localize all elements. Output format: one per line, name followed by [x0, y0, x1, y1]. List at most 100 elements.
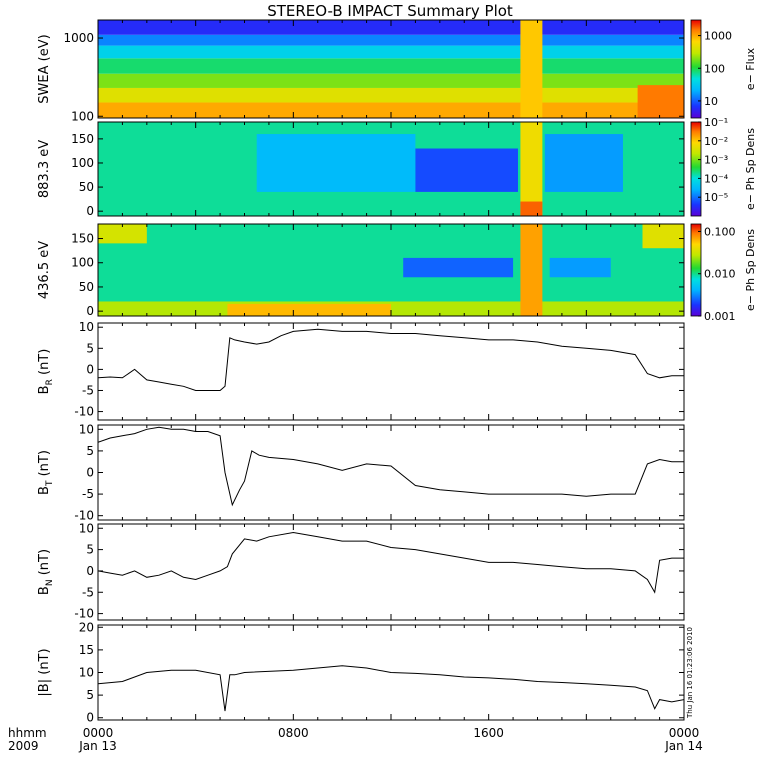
- panel-4: BR (nT) -10 -5 0 5 10: [37, 320, 685, 421]
- y-tick-label: -5: [82, 585, 94, 599]
- spectrogram-feature: [520, 201, 543, 216]
- spectrogram-feature: [642, 224, 684, 249]
- spectrogram-feature: [403, 257, 514, 278]
- colorbar-tick-label: 10: [704, 95, 718, 108]
- y-tick-label: 15: [79, 643, 94, 657]
- y-tick-label: 100: [71, 156, 94, 170]
- date-tick-label: Jan 13: [78, 739, 117, 753]
- y-tick-label: 0: [86, 711, 94, 725]
- panel-3: 0.001 0.010 0.100 e− Ph Sp Dens 436.5 eV 0 50 1…: [37, 223, 757, 323]
- colorbar-tick-label: 0.010: [704, 268, 736, 281]
- time-tick-label: 0000: [669, 726, 700, 740]
- spectrogram-feature: [227, 303, 391, 316]
- spectrogram-band: [98, 73, 684, 88]
- colorbar-label: e− Flux: [744, 47, 757, 90]
- y-tick-label: 5: [86, 543, 94, 557]
- y-axis-label: BR (nT): [37, 349, 55, 395]
- panel-7: |B| (nT) 0 5 10 15 20: [37, 620, 685, 725]
- time-axis-label-bottom: 2009: [8, 739, 39, 753]
- time-tick-label: 0000: [83, 726, 114, 740]
- spectrogram-feature: [637, 85, 684, 118]
- plot-title: STEREO-B IMPACT Summary Plot: [267, 2, 513, 20]
- y-tick-label: 1000: [63, 31, 94, 45]
- y-tick-label: 10: [79, 422, 94, 436]
- panel-frame: [97, 424, 685, 521]
- spectrogram-feature: [544, 134, 623, 192]
- y-axis-label: BT (nT): [37, 450, 55, 495]
- series-line: [98, 665, 684, 712]
- y-tick-label: 10: [79, 666, 94, 680]
- panel-1: 10 100 1000 e− Flux SWEA (eV) 100 1000: [37, 19, 757, 123]
- y-axis-label: |B| (nT): [37, 648, 52, 696]
- y-tick-label: 0: [86, 204, 94, 218]
- spectrogram-band: [98, 58, 684, 74]
- y-tick-label: 0: [86, 304, 94, 318]
- panel-5: BT (nT) -10 -5 0 5 10: [37, 422, 685, 523]
- spectrogram-feature: [256, 134, 416, 192]
- y-axis-label: SWEA (eV): [37, 34, 52, 103]
- y-tick-label: 0: [86, 564, 94, 578]
- time-tick-label: 1600: [473, 726, 504, 740]
- spectrogram-band: [98, 87, 684, 103]
- panel-frame: [97, 523, 685, 621]
- spectrogram: [98, 20, 684, 118]
- y-tick-label: 5: [86, 341, 94, 355]
- spectrogram: [98, 224, 684, 316]
- colorbar: [690, 121, 702, 217]
- colorbar-tick-label: 10⁻⁵: [704, 191, 728, 204]
- y-tick-label: -10: [74, 607, 94, 621]
- spectrogram-feature: [415, 148, 518, 192]
- colorbar: [690, 19, 702, 119]
- y-tick-label: 10: [79, 320, 94, 334]
- y-tick-label: 5: [86, 444, 94, 458]
- y-tick-label: -10: [74, 509, 94, 523]
- creation-stamp: Thu Jan 16 01:23:06 2010: [686, 627, 694, 719]
- colorbar-label: e− Ph Sp Dens: [744, 128, 757, 210]
- time-axis-label-top: hhmm: [8, 726, 47, 740]
- colorbar-tick-label: 10⁻²: [704, 135, 728, 148]
- y-tick-label: 50: [79, 280, 94, 294]
- date-tick-label: Jan 14: [664, 739, 703, 753]
- colorbar-tick-label: 10⁻⁴: [704, 172, 729, 185]
- y-tick-label: 100: [71, 109, 94, 123]
- y-tick-label: -5: [82, 487, 94, 501]
- y-tick-label: 20: [79, 620, 94, 634]
- spectrogram-feature: [520, 224, 543, 316]
- series-line: [98, 531, 684, 594]
- y-tick-label: 150: [71, 132, 94, 146]
- time-tick-label: 0800: [278, 726, 309, 740]
- y-tick-label: -10: [74, 405, 94, 419]
- y-tick-label: 150: [71, 232, 94, 246]
- y-tick-label: 100: [71, 256, 94, 270]
- series-line: [98, 328, 684, 391]
- spectrogram-band: [98, 45, 684, 59]
- colorbar-tick-label: 0.001: [704, 310, 736, 323]
- spectrogram-feature: [520, 20, 543, 118]
- colorbar-tick-label: 10⁻¹: [704, 116, 728, 129]
- colorbar: [690, 223, 702, 317]
- spectrogram-feature: [549, 257, 611, 278]
- colorbar-tick-label: 100: [704, 62, 725, 75]
- panel-2: 10⁻⁵ 10⁻⁴ 10⁻³ 10⁻² 10⁻¹ e− Ph Sp Dens 883.3 e…: [37, 116, 757, 218]
- y-tick-label: 0: [86, 362, 94, 376]
- y-tick-label: 10: [79, 521, 94, 535]
- y-axis-label: BN (nT): [37, 549, 55, 595]
- y-tick-label: -5: [82, 383, 94, 397]
- spectrogram-feature: [98, 224, 147, 244]
- y-axis-label: 436.5 eV: [37, 241, 52, 299]
- spectrogram-feature: [520, 122, 543, 216]
- y-tick-label: 50: [79, 180, 94, 194]
- series-line: [98, 426, 684, 507]
- panel-6: BN (nT) -10 -5 0 5 10: [37, 521, 685, 621]
- y-tick-label: 5: [86, 688, 94, 702]
- colorbar-tick-label: 10⁻³: [704, 154, 728, 167]
- panel-frame: [97, 322, 685, 421]
- y-axis-label: 883.3 eV: [37, 140, 52, 198]
- y-tick-label: 0: [86, 466, 94, 480]
- spectrogram: [98, 122, 684, 216]
- spectrogram-band: [98, 34, 684, 46]
- colorbar-tick-label: 1000: [704, 30, 732, 43]
